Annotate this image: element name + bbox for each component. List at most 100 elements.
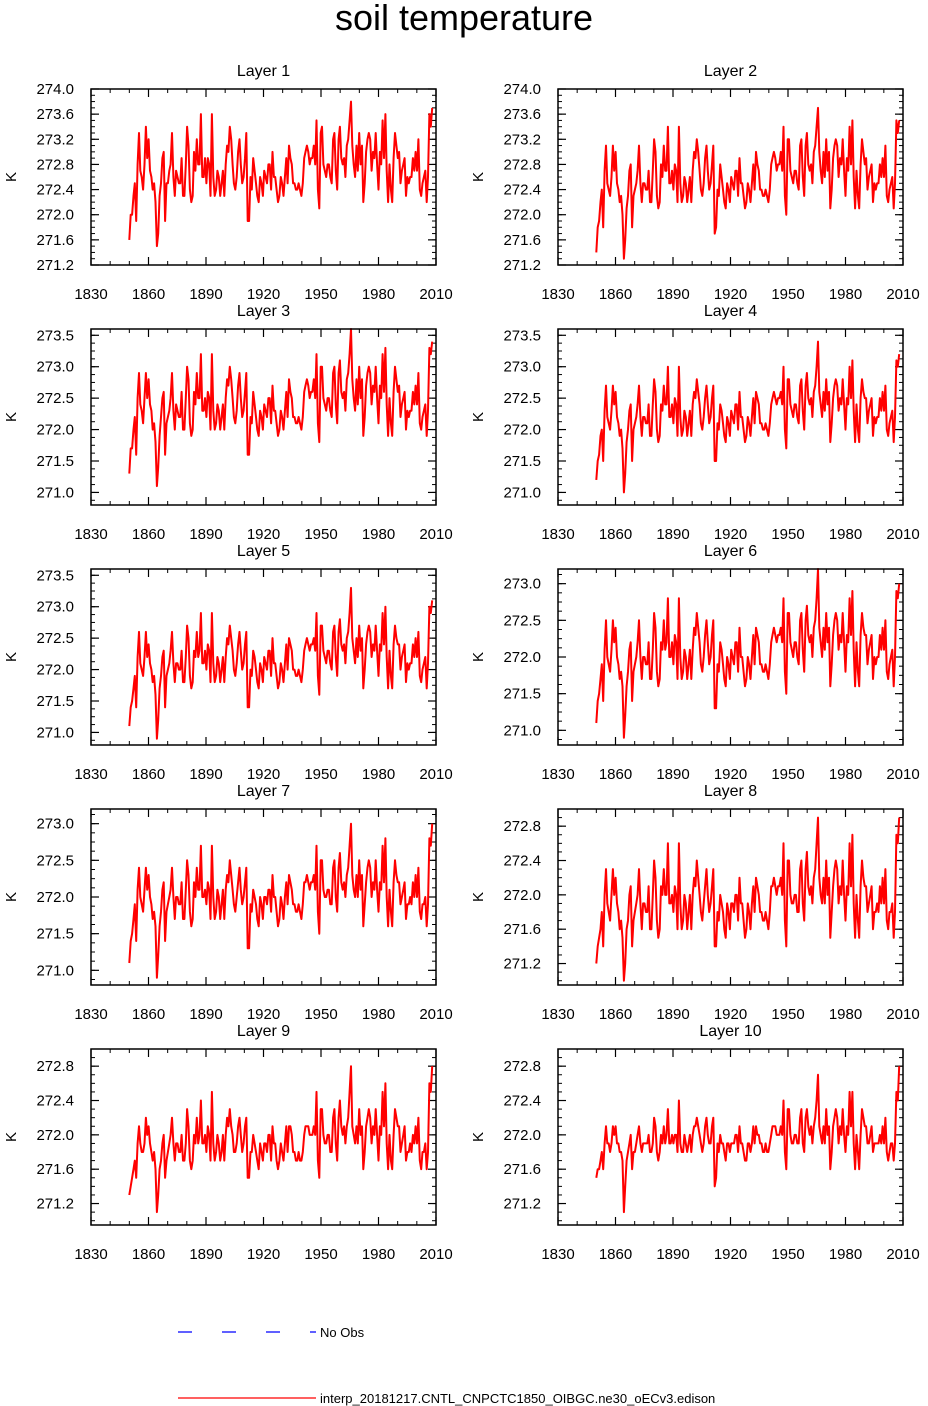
x-tick-label: 1890 <box>189 766 222 783</box>
panel-title: Layer 1 <box>237 63 290 80</box>
y-tick-label: 271.6 <box>36 232 74 249</box>
x-tick-label: 1950 <box>771 1246 804 1263</box>
series-line <box>595 340 901 494</box>
y-tick-label: 271.2 <box>36 1196 74 1213</box>
y-tick-label: 272.0 <box>36 1127 74 1144</box>
x-tick-label: 1950 <box>304 286 337 303</box>
x-tick-label: 1920 <box>247 1006 280 1023</box>
legend-obs-label: No Obs <box>320 1325 365 1340</box>
x-tick-label: 1920 <box>247 286 280 303</box>
y-tick-label: 272.4 <box>36 1093 74 1110</box>
y-tick-label: 274.0 <box>503 81 541 98</box>
y-tick-label: 273.6 <box>503 106 541 123</box>
plot-frame <box>90 328 437 506</box>
y-tick-label: 271.6 <box>36 1161 74 1178</box>
y-tick-label: 273.2 <box>36 131 74 148</box>
y-tick-label: 271.0 <box>503 722 541 739</box>
y-tick-label: 271.6 <box>503 1161 541 1178</box>
x-tick-label: 1950 <box>771 1006 804 1023</box>
series-line <box>595 568 901 739</box>
y-tick-label: 271.6 <box>503 921 541 938</box>
series-line <box>128 100 434 248</box>
x-tick-label: 1950 <box>771 286 804 303</box>
plot-frame <box>90 808 437 986</box>
y-axis-label: K <box>470 412 487 422</box>
series-line <box>128 822 434 979</box>
x-tick-label: 1860 <box>132 1006 165 1023</box>
x-tick-label: 1920 <box>714 1246 747 1263</box>
y-tick-label: 271.0 <box>36 962 74 979</box>
x-tick-label: 1860 <box>132 766 165 783</box>
y-tick-label: 272.5 <box>36 630 74 647</box>
x-tick-label: 1950 <box>771 766 804 783</box>
y-tick-label: 272.5 <box>503 390 541 407</box>
x-tick-label: 1830 <box>74 1246 107 1263</box>
x-tick-label: 1980 <box>362 286 395 303</box>
x-tick-label: 1980 <box>829 1246 862 1263</box>
panel-layer-9: Layer 9 K 1830 1860 1890 1920 1950 1980 2010 271.… <box>3 1023 453 1263</box>
panels: Layer 1 K 1830 1860 1890 1920 1950 1980 2010 271.… <box>3 63 920 1263</box>
x-tick-label: 1890 <box>189 526 222 543</box>
x-tick-label: 1830 <box>541 1246 574 1263</box>
y-tick-label: 272.5 <box>503 612 541 629</box>
x-tick-label: 1980 <box>829 766 862 783</box>
panel-title: Layer 8 <box>704 783 757 800</box>
y-tick-label: 273.6 <box>36 106 74 123</box>
y-tick-label: 273.0 <box>503 359 541 376</box>
x-tick-label: 1950 <box>304 1246 337 1263</box>
x-tick-label: 1980 <box>829 286 862 303</box>
y-tick-label: 271.6 <box>503 232 541 249</box>
panel-title: Layer 3 <box>237 303 290 320</box>
x-tick-label: 1830 <box>74 1006 107 1023</box>
y-axis-label: K <box>470 1132 487 1142</box>
plot-frame <box>90 568 437 746</box>
series-line <box>595 106 901 260</box>
x-tick-label: 1860 <box>132 526 165 543</box>
x-tick-label: 1920 <box>714 286 747 303</box>
panel-layer-2: Layer 2 K 1830 1860 1890 1920 1950 1980 2010 271.… <box>470 63 920 303</box>
x-tick-label: 1950 <box>304 1006 337 1023</box>
y-tick-label: 272.8 <box>36 1058 74 1075</box>
x-tick-label: 2010 <box>886 286 919 303</box>
x-tick-label: 1830 <box>74 526 107 543</box>
plot-frame <box>557 1048 904 1226</box>
x-tick-label: 1980 <box>362 1006 395 1023</box>
x-tick-label: 1830 <box>74 286 107 303</box>
x-tick-label: 1830 <box>541 286 574 303</box>
x-tick-label: 1860 <box>132 286 165 303</box>
x-tick-label: 2010 <box>886 1006 919 1023</box>
x-tick-label: 1980 <box>362 1246 395 1263</box>
y-tick-label: 272.0 <box>503 649 541 666</box>
plot-frame <box>557 88 904 266</box>
plot-frame <box>557 328 904 506</box>
y-tick-label: 273.0 <box>36 599 74 616</box>
x-tick-label: 1920 <box>714 766 747 783</box>
y-tick-label: 274.0 <box>36 81 74 98</box>
series-line <box>595 1066 901 1214</box>
y-tick-label: 273.5 <box>36 327 74 344</box>
series-line <box>128 586 434 740</box>
y-tick-label: 272.0 <box>36 207 74 224</box>
y-axis-label: K <box>3 412 20 422</box>
figure-title: soil temperature <box>335 0 593 38</box>
y-tick-label: 271.0 <box>36 484 74 501</box>
y-tick-label: 272.5 <box>36 390 74 407</box>
y-axis-label: K <box>470 892 487 902</box>
x-tick-label: 1860 <box>599 1006 632 1023</box>
y-axis-label: K <box>470 652 487 662</box>
y-tick-label: 272.0 <box>503 422 541 439</box>
y-tick-label: 273.0 <box>36 816 74 833</box>
x-tick-label: 1860 <box>599 1246 632 1263</box>
panel-title: Layer 2 <box>704 63 757 80</box>
legend: No Obs interp_20181217.CNTL_CNPCTC1850_O… <box>178 1325 715 1406</box>
plot-frame <box>557 808 904 986</box>
plot-frame <box>557 568 904 746</box>
x-tick-label: 1860 <box>599 286 632 303</box>
y-tick-label: 272.4 <box>503 182 541 199</box>
x-tick-label: 1980 <box>829 526 862 543</box>
y-tick-label: 272.4 <box>36 182 74 199</box>
y-tick-label: 273.5 <box>36 567 74 584</box>
y-tick-label: 271.0 <box>36 724 74 741</box>
y-tick-label: 271.5 <box>36 453 74 470</box>
series-line <box>128 1065 434 1214</box>
